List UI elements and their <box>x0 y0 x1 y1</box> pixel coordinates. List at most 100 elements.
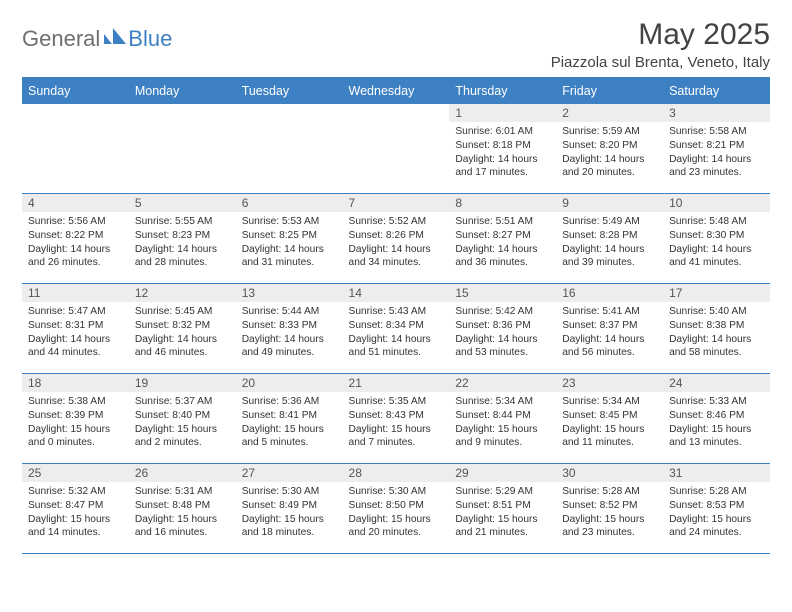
day-sunset: Sunset: 8:47 PM <box>28 499 123 513</box>
day-sunrise: Sunrise: 5:48 AM <box>669 215 764 229</box>
day-number-empty <box>129 104 236 122</box>
calendar-day-cell: 21Sunrise: 5:35 AMSunset: 8:43 PMDayligh… <box>343 374 450 464</box>
day-sunrise: Sunrise: 5:42 AM <box>455 305 550 319</box>
day-number: 15 <box>449 284 556 302</box>
calendar-day-cell: 6Sunrise: 5:53 AMSunset: 8:25 PMDaylight… <box>236 194 343 284</box>
day-sunrise: Sunrise: 5:53 AM <box>242 215 337 229</box>
day-number: 21 <box>343 374 450 392</box>
day-number: 5 <box>129 194 236 212</box>
calendar-day-cell: 7Sunrise: 5:52 AMSunset: 8:26 PMDaylight… <box>343 194 450 284</box>
day-sunset: Sunset: 8:21 PM <box>669 139 764 153</box>
day-details: Sunrise: 6:01 AMSunset: 8:18 PMDaylight:… <box>449 122 556 184</box>
calendar-day-cell: 31Sunrise: 5:28 AMSunset: 8:53 PMDayligh… <box>663 464 770 554</box>
day-sunrise: Sunrise: 5:33 AM <box>669 395 764 409</box>
day-number: 18 <box>22 374 129 392</box>
day-details: Sunrise: 5:30 AMSunset: 8:50 PMDaylight:… <box>343 482 450 544</box>
day-sunset: Sunset: 8:20 PM <box>562 139 657 153</box>
day-daylight: Daylight: 14 hours and 53 minutes. <box>455 333 550 361</box>
day-daylight: Daylight: 15 hours and 13 minutes. <box>669 423 764 451</box>
calendar-day-cell: 15Sunrise: 5:42 AMSunset: 8:36 PMDayligh… <box>449 284 556 374</box>
brand-part1: General <box>22 26 100 52</box>
day-details: Sunrise: 5:32 AMSunset: 8:47 PMDaylight:… <box>22 482 129 544</box>
day-daylight: Daylight: 15 hours and 14 minutes. <box>28 513 123 541</box>
day-details: Sunrise: 5:34 AMSunset: 8:45 PMDaylight:… <box>556 392 663 454</box>
month-title: May 2025 <box>551 18 770 52</box>
day-sunset: Sunset: 8:51 PM <box>455 499 550 513</box>
day-sunset: Sunset: 8:23 PM <box>135 229 230 243</box>
calendar-day-cell: 20Sunrise: 5:36 AMSunset: 8:41 PMDayligh… <box>236 374 343 464</box>
calendar-day-cell: 23Sunrise: 5:34 AMSunset: 8:45 PMDayligh… <box>556 374 663 464</box>
day-sunset: Sunset: 8:53 PM <box>669 499 764 513</box>
day-daylight: Daylight: 15 hours and 20 minutes. <box>349 513 444 541</box>
day-sunrise: Sunrise: 5:49 AM <box>562 215 657 229</box>
day-sunrise: Sunrise: 5:59 AM <box>562 125 657 139</box>
day-sunset: Sunset: 8:34 PM <box>349 319 444 333</box>
day-sunrise: Sunrise: 5:41 AM <box>562 305 657 319</box>
day-daylight: Daylight: 15 hours and 16 minutes. <box>135 513 230 541</box>
day-sunset: Sunset: 8:18 PM <box>455 139 550 153</box>
calendar-week-row: 1Sunrise: 6:01 AMSunset: 8:18 PMDaylight… <box>22 104 770 194</box>
day-number: 4 <box>22 194 129 212</box>
day-details: Sunrise: 5:53 AMSunset: 8:25 PMDaylight:… <box>236 212 343 274</box>
day-daylight: Daylight: 14 hours and 36 minutes. <box>455 243 550 271</box>
day-sunrise: Sunrise: 5:34 AM <box>562 395 657 409</box>
day-daylight: Daylight: 14 hours and 28 minutes. <box>135 243 230 271</box>
day-details: Sunrise: 5:44 AMSunset: 8:33 PMDaylight:… <box>236 302 343 364</box>
calendar-day-cell <box>236 104 343 194</box>
day-sunrise: Sunrise: 6:01 AM <box>455 125 550 139</box>
day-number: 24 <box>663 374 770 392</box>
day-daylight: Daylight: 15 hours and 21 minutes. <box>455 513 550 541</box>
calendar-day-cell <box>129 104 236 194</box>
day-number: 8 <box>449 194 556 212</box>
day-sunrise: Sunrise: 5:38 AM <box>28 395 123 409</box>
day-daylight: Daylight: 14 hours and 46 minutes. <box>135 333 230 361</box>
weekday-header-row: SundayMondayTuesdayWednesdayThursdayFrid… <box>22 78 770 104</box>
day-sunset: Sunset: 8:27 PM <box>455 229 550 243</box>
day-details: Sunrise: 5:37 AMSunset: 8:40 PMDaylight:… <box>129 392 236 454</box>
calendar-table: SundayMondayTuesdayWednesdayThursdayFrid… <box>22 77 770 554</box>
day-details: Sunrise: 5:31 AMSunset: 8:48 PMDaylight:… <box>129 482 236 544</box>
day-sunrise: Sunrise: 5:31 AM <box>135 485 230 499</box>
day-number: 23 <box>556 374 663 392</box>
day-number: 29 <box>449 464 556 482</box>
day-number: 17 <box>663 284 770 302</box>
day-number: 25 <box>22 464 129 482</box>
day-details: Sunrise: 5:55 AMSunset: 8:23 PMDaylight:… <box>129 212 236 274</box>
calendar-day-cell: 24Sunrise: 5:33 AMSunset: 8:46 PMDayligh… <box>663 374 770 464</box>
day-details: Sunrise: 5:30 AMSunset: 8:49 PMDaylight:… <box>236 482 343 544</box>
weekday-header: Thursday <box>449 78 556 104</box>
weekday-header: Saturday <box>663 78 770 104</box>
day-details: Sunrise: 5:59 AMSunset: 8:20 PMDaylight:… <box>556 122 663 184</box>
brand-part2: Blue <box>128 26 172 52</box>
day-sunset: Sunset: 8:22 PM <box>28 229 123 243</box>
day-number: 10 <box>663 194 770 212</box>
day-sunset: Sunset: 8:31 PM <box>28 319 123 333</box>
calendar-day-cell: 27Sunrise: 5:30 AMSunset: 8:49 PMDayligh… <box>236 464 343 554</box>
day-sunset: Sunset: 8:49 PM <box>242 499 337 513</box>
weekday-header: Wednesday <box>343 78 450 104</box>
weekday-header: Sunday <box>22 78 129 104</box>
calendar-day-cell: 9Sunrise: 5:49 AMSunset: 8:28 PMDaylight… <box>556 194 663 284</box>
day-sunset: Sunset: 8:43 PM <box>349 409 444 423</box>
day-daylight: Daylight: 15 hours and 5 minutes. <box>242 423 337 451</box>
day-daylight: Daylight: 14 hours and 44 minutes. <box>28 333 123 361</box>
day-details: Sunrise: 5:41 AMSunset: 8:37 PMDaylight:… <box>556 302 663 364</box>
day-daylight: Daylight: 15 hours and 7 minutes. <box>349 423 444 451</box>
day-number: 6 <box>236 194 343 212</box>
day-details: Sunrise: 5:47 AMSunset: 8:31 PMDaylight:… <box>22 302 129 364</box>
day-details: Sunrise: 5:49 AMSunset: 8:28 PMDaylight:… <box>556 212 663 274</box>
day-sunrise: Sunrise: 5:28 AM <box>562 485 657 499</box>
calendar-day-cell: 4Sunrise: 5:56 AMSunset: 8:22 PMDaylight… <box>22 194 129 284</box>
day-number: 3 <box>663 104 770 122</box>
day-number: 9 <box>556 194 663 212</box>
day-sunrise: Sunrise: 5:44 AM <box>242 305 337 319</box>
day-daylight: Daylight: 14 hours and 20 minutes. <box>562 153 657 181</box>
calendar-day-cell: 30Sunrise: 5:28 AMSunset: 8:52 PMDayligh… <box>556 464 663 554</box>
day-number: 30 <box>556 464 663 482</box>
day-number: 2 <box>556 104 663 122</box>
brand-logo: General Blue <box>22 18 172 52</box>
day-number-empty <box>343 104 450 122</box>
day-sunset: Sunset: 8:37 PM <box>562 319 657 333</box>
day-daylight: Daylight: 15 hours and 2 minutes. <box>135 423 230 451</box>
day-sunrise: Sunrise: 5:37 AM <box>135 395 230 409</box>
